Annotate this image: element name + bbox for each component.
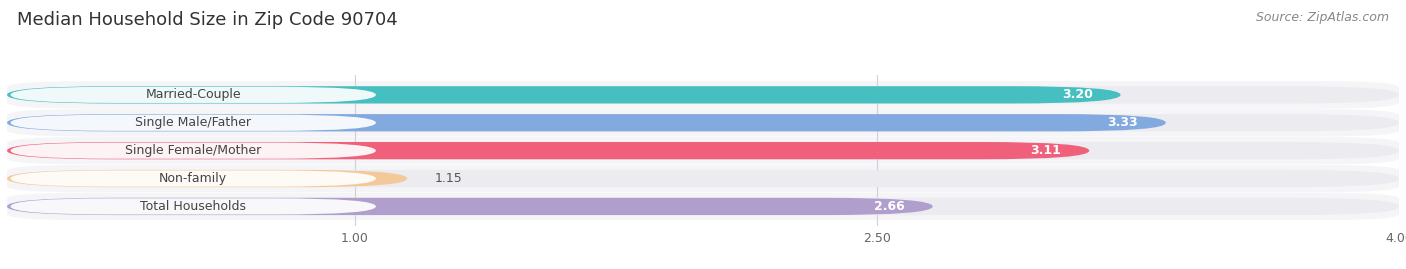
Text: Total Households: Total Households — [141, 200, 246, 213]
FancyBboxPatch shape — [7, 165, 1399, 192]
FancyBboxPatch shape — [7, 137, 1399, 164]
Text: 3.33: 3.33 — [1108, 116, 1137, 129]
Text: 3.20: 3.20 — [1062, 88, 1092, 101]
FancyBboxPatch shape — [7, 142, 1090, 159]
Text: Single Male/Father: Single Male/Father — [135, 116, 252, 129]
Text: Single Female/Mother: Single Female/Mother — [125, 144, 262, 157]
FancyBboxPatch shape — [10, 198, 375, 214]
Text: 2.66: 2.66 — [875, 200, 905, 213]
Text: Source: ZipAtlas.com: Source: ZipAtlas.com — [1256, 11, 1389, 24]
FancyBboxPatch shape — [7, 170, 408, 187]
Text: Median Household Size in Zip Code 90704: Median Household Size in Zip Code 90704 — [17, 11, 398, 29]
FancyBboxPatch shape — [7, 81, 1399, 108]
FancyBboxPatch shape — [7, 86, 1121, 104]
FancyBboxPatch shape — [10, 143, 375, 159]
Text: Non-family: Non-family — [159, 172, 228, 185]
FancyBboxPatch shape — [7, 114, 1166, 131]
FancyBboxPatch shape — [7, 86, 1399, 104]
FancyBboxPatch shape — [10, 171, 375, 187]
Text: 3.11: 3.11 — [1031, 144, 1062, 157]
FancyBboxPatch shape — [7, 114, 1399, 131]
FancyBboxPatch shape — [7, 109, 1399, 136]
FancyBboxPatch shape — [10, 87, 375, 103]
FancyBboxPatch shape — [7, 193, 1399, 220]
FancyBboxPatch shape — [10, 115, 375, 131]
FancyBboxPatch shape — [7, 198, 932, 215]
Text: Married-Couple: Married-Couple — [145, 88, 240, 101]
FancyBboxPatch shape — [7, 198, 1399, 215]
Text: 1.15: 1.15 — [434, 172, 463, 185]
FancyBboxPatch shape — [7, 142, 1399, 159]
FancyBboxPatch shape — [7, 170, 1399, 187]
